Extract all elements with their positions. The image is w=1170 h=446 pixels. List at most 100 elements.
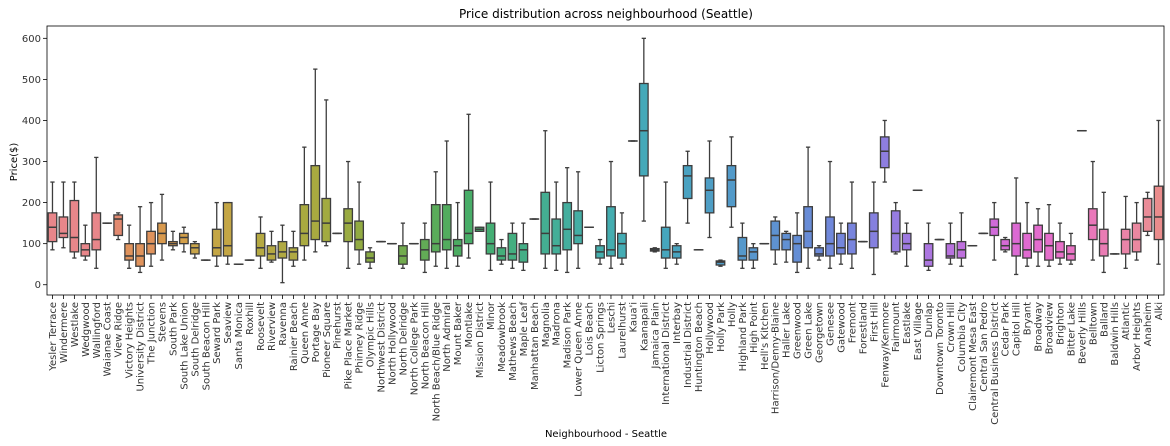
x-tick-label: Columbia City [957,302,968,372]
x-tick-label: Clairemont Mesa East [968,302,979,411]
x-tick-label: Lower Queen Anne [574,302,585,397]
box [540,191,551,255]
x-tick-label: South Delridge [190,302,201,377]
box [91,212,102,251]
x-tick-label: Laurelhurst [617,302,628,359]
x-tick: Victory Heights [125,295,136,378]
box [868,212,879,249]
x-tick-label: Ravenna [278,302,289,346]
x-tick: South Beacon Hill [201,295,212,390]
x-tick: Haller Lake [782,295,793,358]
x-tick: Ravenna [278,295,289,346]
x-tick: Green Lake [804,295,815,359]
box [1044,232,1054,261]
box [1120,228,1131,255]
x-tick-label: Mathews Beach [508,302,519,381]
x-tick-label: Magnolia [541,302,552,347]
x-tick: Arbor Heights [1132,295,1143,371]
x-tick: Laurelhurst [617,295,628,359]
x-tick: Eastlake [902,295,913,344]
box-group [770,216,781,265]
x-tick: Manhattan Beach [530,295,541,390]
x-tick-label: North Beacon Hill [420,302,431,389]
x-tick: South Delridge [190,295,201,377]
x-tick: Interbay [672,295,683,344]
x-tick: Mount Baker [453,295,464,365]
box-group [485,181,496,272]
box [222,201,233,257]
x-tick-label: North Beach/Blue Ridge [431,302,442,421]
x-tick-label: Seaview [223,302,234,344]
x-tick-label: Broadview [1045,302,1056,354]
box-group [255,216,266,269]
x-tick: View Ridge [114,295,125,357]
x-tick: Seward Park [212,295,223,364]
box [1142,197,1153,232]
x-tick: East Village [913,295,924,360]
y-tick-label: 0 [35,280,41,291]
box-group [365,247,375,269]
box-group [846,181,857,269]
box [781,232,792,251]
x-tick: Columbia City [957,295,968,372]
box [354,220,365,251]
x-tick: Madrona [552,295,563,346]
box [266,245,277,261]
boxes-layer [47,37,1164,284]
x-tick-label: South Park [168,302,179,356]
box-group [135,206,146,274]
x-tick: Highland Park [738,295,749,371]
box-group [737,222,748,269]
box-group [168,230,178,251]
box-group [748,243,759,269]
box [397,245,408,265]
x-tick-label: Maple Leaf [519,302,530,357]
box [310,164,321,241]
box [551,218,562,255]
box-group [124,224,135,269]
x-tick-label: Leschi [606,302,617,333]
box [704,177,715,214]
x-tick: Atlantic [1121,295,1132,340]
x-tick-label: View Ridge [114,302,125,357]
chart-title: Price distribution across neighbourhood … [459,7,753,21]
box-group [792,212,803,274]
x-tick: Portage Bay [311,295,322,363]
box [507,232,518,261]
x-tick-label: First Hill [869,302,880,342]
box-group [715,259,726,267]
box-group [1022,201,1033,267]
x-tick-label: Madrona [552,302,563,346]
x-tick-label: Stevens [157,302,168,342]
x-tick-label: South Lake Union [179,302,190,390]
box-group [277,224,288,284]
x-tick-label: Licton Springs [596,302,607,373]
box-group [1087,160,1098,261]
box [255,232,266,257]
x-tick: Windermere [59,295,70,363]
x-axis-label: Neighbourhood - Seattle [545,429,667,440]
x-tick-label: Bryant [1023,302,1034,335]
box [211,228,222,257]
box-group [441,140,452,269]
x-tick: Pinehurst [333,295,344,349]
y-tick-label: 300 [22,157,41,168]
x-tick: Fenway/Kenmore [880,295,891,388]
x-tick-label: North College Park [409,302,420,395]
x-tick-label: Cedar Park [1001,302,1012,357]
box-group [562,167,573,274]
box-group [671,243,682,265]
x-tick-label: Crown Hill [946,302,957,353]
x-tick-label: Central Business District [990,302,1001,425]
x-tick-label: East Village [913,302,924,360]
x-tick-label: Forestland [858,302,869,354]
box-group [463,113,474,259]
x-tick: Industrial District [683,295,694,388]
box-group [222,201,233,265]
x-tick: Capitol Hill [1012,295,1023,356]
y-tick-label: 200 [22,198,41,209]
box-group [879,119,890,183]
box [573,210,584,245]
box [814,247,824,257]
x-tick-label: Fremont [847,302,858,343]
